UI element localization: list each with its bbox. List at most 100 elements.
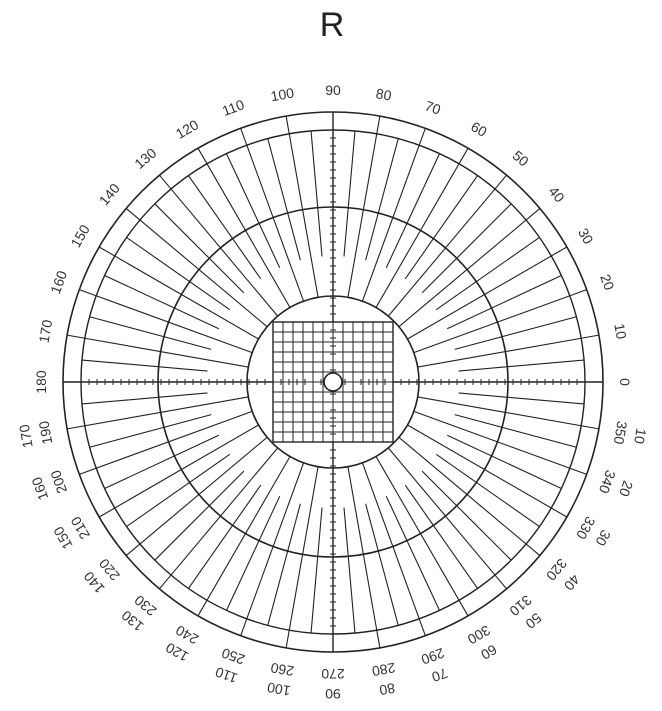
outer-label-110: 110 [220,96,247,119]
chart-title: R [320,6,345,44]
outer-label-270: 270 [321,666,345,682]
meridian-260 [285,466,319,648]
meridian-275 [343,507,356,634]
meridian-200 [79,410,253,475]
inner-label-90: 90 [325,686,341,702]
meridian-175 [81,359,208,372]
meridian-160 [79,289,253,354]
meridian-115 [226,153,281,269]
meridian-60 [375,147,469,308]
outer-label-150: 150 [67,222,93,250]
outer-label-100: 100 [269,84,295,104]
meridian-310 [387,447,507,590]
meridian-335 [446,434,562,489]
meridian-125 [188,175,262,280]
inner-label-100: 100 [266,679,292,699]
central-grid [272,321,394,443]
meridian-15 [454,316,577,350]
meridian-55 [404,175,478,280]
outer-label-80: 80 [375,85,393,103]
inner-label-60: 60 [478,641,500,663]
meridian-280 [347,466,381,648]
outer-label-290: 290 [419,645,447,668]
meridian-70 [361,128,426,302]
outer-label-130: 130 [131,145,159,172]
meridian-220 [125,436,268,556]
outer-label-340: 340 [596,468,619,496]
axis-ticks [80,129,586,635]
inner-label-20: 20 [616,479,636,499]
meridian-295 [385,495,440,611]
meridian-205 [104,434,220,489]
inner-label-30: 30 [592,527,614,549]
outer-label-60: 60 [468,118,490,140]
meridian-150 [98,246,259,340]
meridian-75 [365,138,399,261]
meridian-290 [361,462,426,636]
meridian-250 [240,462,305,636]
outer-label-0: 0 [617,378,633,386]
fixation-point [323,372,343,392]
meridian-40 [398,208,541,328]
outer-label-170: 170 [36,318,56,344]
inner-label-70: 70 [429,665,449,685]
meridian-165 [89,316,212,350]
inner-label-110: 110 [213,664,240,687]
meridian-255 [267,503,301,626]
meridian-80 [347,116,381,298]
outer-label-260: 260 [269,660,295,680]
meridian-285 [365,503,399,626]
meridian-240 [197,456,291,617]
meridian-305 [404,484,478,589]
meridian-190 [67,396,249,430]
outer-label-140: 140 [96,180,123,208]
meridian-130 [159,174,279,317]
meridian-355 [458,392,585,405]
outer-label-350: 350 [611,420,631,446]
meridian-110 [240,128,305,302]
outer-label-40: 40 [546,183,568,205]
outer-label-20: 20 [597,272,617,292]
meridian-135 [154,203,245,294]
meridian-195 [89,414,212,448]
meridian-95 [310,130,323,257]
meridian-170 [67,334,249,368]
meridian-340 [413,410,587,475]
inner-label-10: 10 [631,427,649,445]
meridian-140 [125,208,268,328]
meridian-350 [417,396,599,430]
meridian-325 [435,453,540,527]
meridian-235 [188,484,262,589]
inner-label-170: 170 [16,423,36,449]
meridian-85 [343,130,356,257]
meridian-50 [387,174,507,317]
outer-label-120: 120 [173,116,201,142]
outer-label-30: 30 [575,225,597,247]
outer-label-90: 90 [325,82,341,98]
meridian-65 [385,153,440,269]
outer-label-190: 190 [35,420,55,446]
outer-label-280: 280 [371,660,397,680]
meridian-345 [454,414,577,448]
meridian-265 [310,507,323,634]
meridian-20 [413,289,587,354]
outer-label-50: 50 [510,147,532,169]
meridian-330 [407,424,568,518]
meridian-35 [435,237,540,311]
outer-label-160: 160 [47,268,70,296]
meridian-30 [407,246,568,340]
meridian-210 [98,424,259,518]
meridian-155 [104,275,220,330]
meridian-25 [446,275,562,330]
outer-label-180: 180 [33,370,49,394]
meridian-245 [226,495,281,611]
outer-label-250: 250 [219,645,247,668]
outer-label-10: 10 [611,322,629,340]
outer-label-70: 70 [423,97,443,117]
meridian-145 [126,237,231,311]
meridian-45 [421,203,512,294]
outer-label-200: 200 [47,468,70,496]
meridian-215 [126,453,231,527]
